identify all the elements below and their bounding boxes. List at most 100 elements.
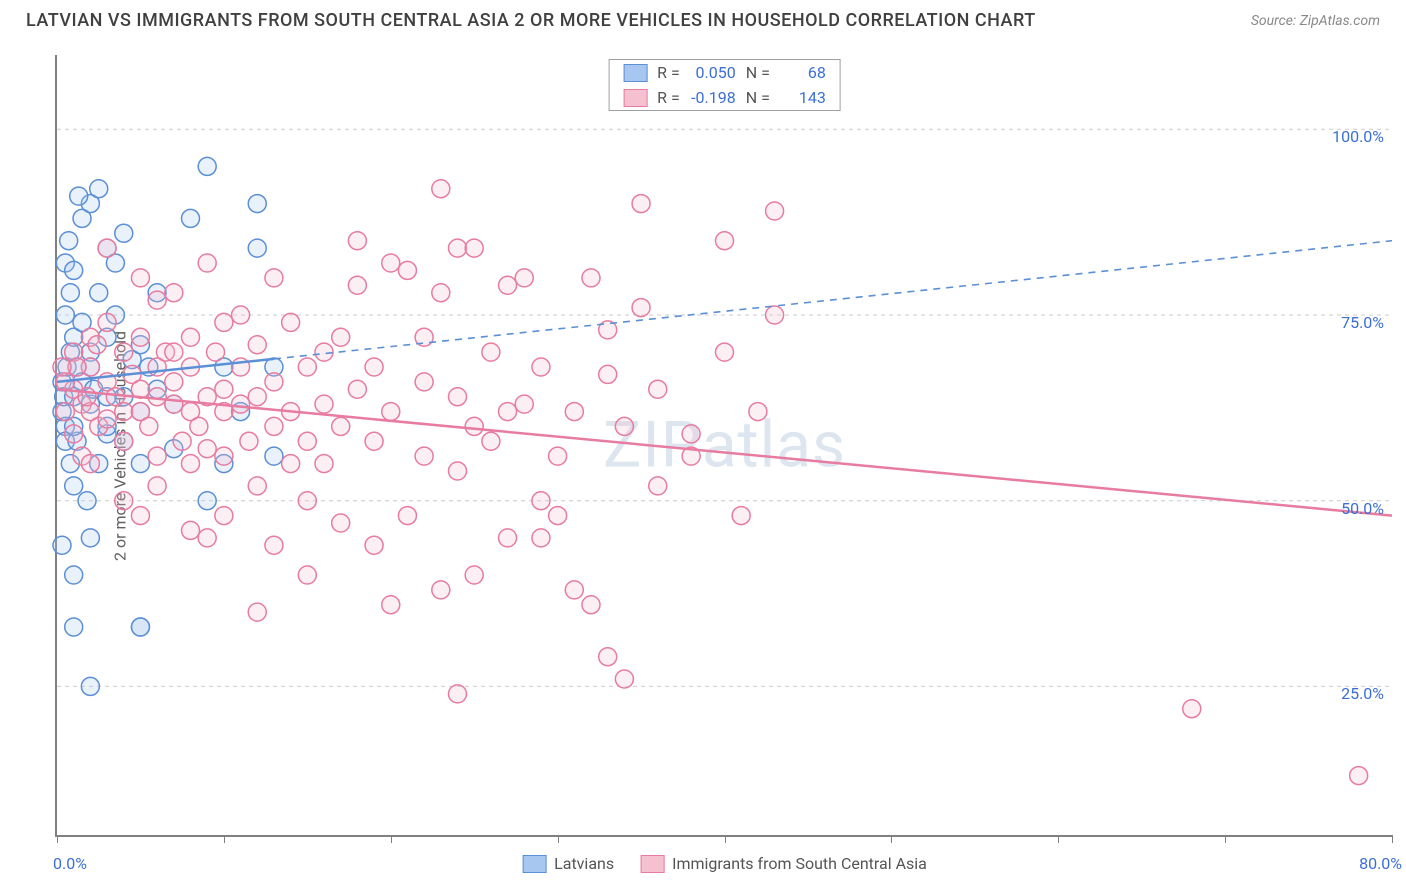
legend-label-1: Immigrants from South Central Asia — [672, 854, 927, 873]
data-point — [315, 455, 333, 473]
data-point — [282, 455, 300, 473]
data-point — [716, 343, 734, 361]
data-point — [365, 432, 383, 450]
data-point — [465, 417, 483, 435]
data-point — [81, 677, 99, 695]
data-point — [265, 417, 283, 435]
data-point — [65, 261, 83, 279]
data-point — [532, 358, 550, 376]
data-point — [182, 209, 200, 227]
data-point — [382, 596, 400, 614]
data-point — [53, 358, 71, 376]
data-point — [65, 477, 83, 495]
data-point — [432, 180, 450, 198]
series-legend: Latvians Immigrants from South Central A… — [522, 854, 927, 873]
data-point — [215, 380, 233, 398]
data-point — [207, 343, 225, 361]
data-point — [415, 447, 433, 465]
data-point — [549, 447, 567, 465]
data-point — [215, 507, 233, 525]
data-point — [131, 455, 149, 473]
data-point — [582, 269, 600, 287]
legend-swatch-1 — [640, 855, 664, 873]
data-point — [98, 313, 116, 331]
data-point — [615, 417, 633, 435]
data-point — [532, 492, 550, 510]
data-point — [131, 328, 149, 346]
data-point — [198, 440, 216, 458]
data-point — [148, 447, 166, 465]
data-point — [65, 425, 83, 443]
data-point — [549, 507, 567, 525]
data-point — [131, 269, 149, 287]
data-point — [198, 529, 216, 547]
data-point — [449, 388, 467, 406]
data-point — [70, 187, 88, 205]
data-point — [465, 566, 483, 584]
data-point — [232, 306, 250, 324]
data-point — [265, 269, 283, 287]
data-point — [248, 388, 266, 406]
data-point — [599, 365, 617, 383]
swatch-series-0 — [623, 64, 647, 82]
data-point — [56, 403, 74, 421]
data-point — [198, 492, 216, 510]
y-tick-label: 75.0% — [1341, 313, 1384, 332]
data-point — [332, 417, 350, 435]
data-point — [182, 521, 200, 539]
y-tick-label: 50.0% — [1341, 499, 1384, 518]
y-tick-label: 100.0% — [1332, 127, 1384, 146]
data-point — [382, 403, 400, 421]
data-point — [148, 291, 166, 309]
data-point — [449, 239, 467, 257]
data-point — [499, 529, 517, 547]
data-point — [60, 232, 78, 250]
data-point — [265, 536, 283, 554]
plot-area: ZIPatlas R = 0.050 N = 68 R = -0.198 — [55, 55, 1392, 837]
data-point — [565, 581, 583, 599]
data-point — [182, 328, 200, 346]
data-point — [365, 536, 383, 554]
data-point — [632, 299, 650, 317]
data-point — [332, 328, 350, 346]
data-point — [140, 417, 158, 435]
data-point — [398, 507, 416, 525]
scatter-svg — [57, 55, 1392, 835]
data-point — [615, 670, 633, 688]
data-point — [432, 581, 450, 599]
data-point — [449, 685, 467, 703]
data-point — [716, 232, 734, 250]
data-point — [649, 477, 667, 495]
data-point — [532, 529, 550, 547]
data-point — [348, 380, 366, 398]
data-point — [81, 529, 99, 547]
data-point — [190, 417, 208, 435]
header: LATVIAN VS IMMIGRANTS FROM SOUTH CENTRAL… — [0, 0, 1406, 37]
data-point — [198, 254, 216, 272]
data-point — [61, 284, 79, 302]
data-point — [115, 403, 133, 421]
data-point — [749, 403, 767, 421]
data-point — [131, 618, 149, 636]
data-point — [365, 358, 383, 376]
data-point — [248, 477, 266, 495]
n-stat-0: N = 68 — [746, 63, 826, 82]
data-point — [398, 261, 416, 279]
data-point — [115, 432, 133, 450]
data-point — [348, 276, 366, 294]
data-point — [165, 284, 183, 302]
data-point — [165, 343, 183, 361]
x-tick-label: 80.0% — [1342, 854, 1402, 873]
data-point — [1350, 767, 1368, 785]
data-point — [248, 195, 266, 213]
data-point — [215, 447, 233, 465]
legend-item-0: Latvians — [522, 854, 614, 873]
data-point — [65, 566, 83, 584]
data-point — [298, 566, 316, 584]
data-point — [515, 395, 533, 413]
data-point — [265, 373, 283, 391]
data-point — [215, 313, 233, 331]
data-point — [248, 603, 266, 621]
source-attribution: Source: ZipAtlas.com — [1251, 13, 1380, 29]
data-point — [348, 232, 366, 250]
